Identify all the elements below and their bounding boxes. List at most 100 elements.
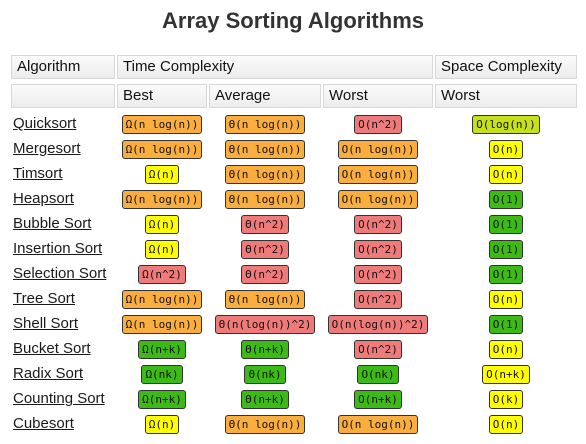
complexity-badge: O(n^2) (354, 340, 402, 359)
header-space-complexity: Space Complexity (435, 55, 577, 79)
header-row-sub: Best Average Worst Worst (11, 84, 577, 109)
header-row-top: Algorithm Time Complexity Space Complexi… (11, 55, 577, 80)
average-cell: Θ(n log(n)) (209, 415, 321, 434)
average-cell: Θ(n log(n)) (209, 115, 321, 134)
space-cell: O(n) (435, 290, 577, 309)
complexity-badge: Ω(n log(n)) (121, 315, 203, 334)
table-row: Radix Sort Ω(nk) Θ(nk) O(nk) O(n+k) (11, 362, 577, 387)
average-cell: Θ(n(log(n))^2) (209, 315, 321, 334)
complexity-badge: O(n) (488, 140, 524, 159)
worst-cell: O(n log(n)) (323, 415, 433, 434)
worst-cell: O(n^2) (323, 115, 433, 134)
space-cell: O(1) (435, 215, 577, 234)
space-cell: O(1) (435, 190, 577, 209)
best-cell: Ω(n+k) (117, 340, 207, 359)
worst-cell: O(n(log(n))^2) (323, 315, 433, 334)
complexity-badge: Ω(n log(n)) (121, 115, 203, 134)
header-time-complexity: Time Complexity (117, 55, 433, 79)
complexity-badge: Ω(n^2) (138, 265, 186, 284)
complexity-badge: O(n) (488, 290, 524, 309)
algorithm-link[interactable]: Shell Sort (13, 315, 79, 332)
complexity-badge: O(n log(n)) (337, 415, 419, 434)
algorithm-link[interactable]: Tree Sort (13, 290, 75, 307)
complexity-badge: O(log(n)) (472, 115, 540, 134)
best-cell: Ω(n log(n)) (117, 190, 207, 209)
complexity-badge: O(n^2) (354, 240, 402, 259)
complexity-badge: Θ(n log(n)) (224, 190, 306, 209)
best-cell: Ω(n log(n)) (117, 290, 207, 309)
space-cell: O(1) (435, 240, 577, 259)
header-best: Best (117, 84, 207, 108)
average-cell: Θ(n+k) (209, 340, 321, 359)
table-row: Quicksort Ω(n log(n)) Θ(n log(n)) O(n^2) O(l… (11, 112, 577, 137)
table-row: Bucket Sort Ω(n+k) Θ(n+k) O(n^2) O(n) (11, 337, 577, 362)
complexity-badge: Θ(n+k) (241, 390, 289, 409)
complexity-badge: O(nk) (357, 365, 399, 384)
best-cell: Ω(nk) (117, 365, 207, 384)
algorithm-link[interactable]: Insertion Sort (13, 240, 103, 257)
worst-cell: O(n log(n)) (323, 190, 433, 209)
worst-cell: O(nk) (323, 365, 433, 384)
complexity-badge: O(n) (488, 415, 524, 434)
best-cell: Ω(n) (117, 165, 207, 184)
complexity-badge: Ω(nk) (141, 365, 183, 384)
best-cell: Ω(n) (117, 240, 207, 259)
complexity-badge: O(1) (488, 265, 524, 284)
complexity-badge: Θ(n(log(n))^2) (214, 315, 316, 334)
complexity-badge: O(n(log(n))^2) (327, 315, 429, 334)
table-row: Mergesort Ω(n log(n)) Θ(n log(n)) O(n log(n… (11, 137, 577, 162)
complexity-badge: O(n+k) (482, 365, 530, 384)
space-cell: O(k) (435, 390, 577, 409)
complexity-badge: O(n^2) (354, 265, 402, 284)
algorithm-link[interactable]: Radix Sort (13, 365, 84, 382)
complexity-badge: Θ(n log(n)) (224, 140, 306, 159)
algorithm-link[interactable]: Cubesort (13, 415, 74, 432)
table-row: Selection Sort Ω(n^2) Θ(n^2) O(n^2) O(1) (11, 262, 577, 287)
table-row: Bubble Sort Ω(n) Θ(n^2) O(n^2) O(1) (11, 212, 577, 237)
algorithm-link[interactable]: Bubble Sort (13, 215, 92, 232)
complexity-badge: Θ(nk) (244, 365, 286, 384)
average-cell: Θ(n^2) (209, 240, 321, 259)
worst-cell: O(n^2) (323, 290, 433, 309)
best-cell: Ω(n) (117, 215, 207, 234)
complexity-badge: Ω(n) (144, 240, 180, 259)
average-cell: Θ(n log(n)) (209, 290, 321, 309)
algorithm-link[interactable]: Mergesort (13, 140, 81, 157)
average-cell: Θ(nk) (209, 365, 321, 384)
space-cell: O(1) (435, 315, 577, 334)
complexity-badge: Ω(n+k) (138, 390, 186, 409)
complexity-badge: Θ(n^2) (241, 240, 289, 259)
algorithm-link[interactable]: Quicksort (13, 115, 77, 132)
complexity-badge: Θ(n log(n)) (224, 115, 306, 134)
algorithm-link[interactable]: Counting Sort (13, 390, 105, 407)
algorithm-link[interactable]: Heapsort (13, 190, 74, 207)
complexity-badge: Ω(n log(n)) (121, 190, 203, 209)
complexity-badge: Ω(n log(n)) (121, 140, 203, 159)
sorting-table: Algorithm Time Complexity Space Complexi… (11, 55, 577, 437)
complexity-badge: Ω(n+k) (138, 340, 186, 359)
complexity-badge: Θ(n^2) (241, 215, 289, 234)
complexity-badge: O(n^2) (354, 115, 402, 134)
space-cell: O(1) (435, 265, 577, 284)
worst-cell: O(n^2) (323, 340, 433, 359)
worst-cell: O(n^2) (323, 265, 433, 284)
algorithm-link[interactable]: Timsort (13, 165, 63, 182)
complexity-badge: Ω(n log(n)) (121, 290, 203, 309)
average-cell: Θ(n+k) (209, 390, 321, 409)
worst-cell: O(n log(n)) (323, 165, 433, 184)
space-cell: O(n) (435, 140, 577, 159)
complexity-badge: Ω(n) (144, 165, 180, 184)
table-row: Heapsort Ω(n log(n)) Θ(n log(n)) O(n log(n)… (11, 187, 577, 212)
average-cell: Θ(n^2) (209, 265, 321, 284)
complexity-badge: O(n^2) (354, 215, 402, 234)
header-space-worst: Worst (435, 84, 577, 108)
complexity-badge: O(n^2) (354, 290, 402, 309)
header-average: Average (209, 84, 321, 108)
complexity-badge: Θ(n log(n)) (224, 290, 306, 309)
table-row: Insertion Sort Ω(n) Θ(n^2) O(n^2) O(1) (11, 237, 577, 262)
table-row: Counting Sort Ω(n+k) Θ(n+k) O(n+k) O(k) (11, 387, 577, 412)
algorithm-link[interactable]: Bucket Sort (13, 340, 91, 357)
worst-cell: O(n^2) (323, 240, 433, 259)
complexity-badge: O(1) (488, 190, 524, 209)
algorithm-link[interactable]: Selection Sort (13, 265, 107, 282)
